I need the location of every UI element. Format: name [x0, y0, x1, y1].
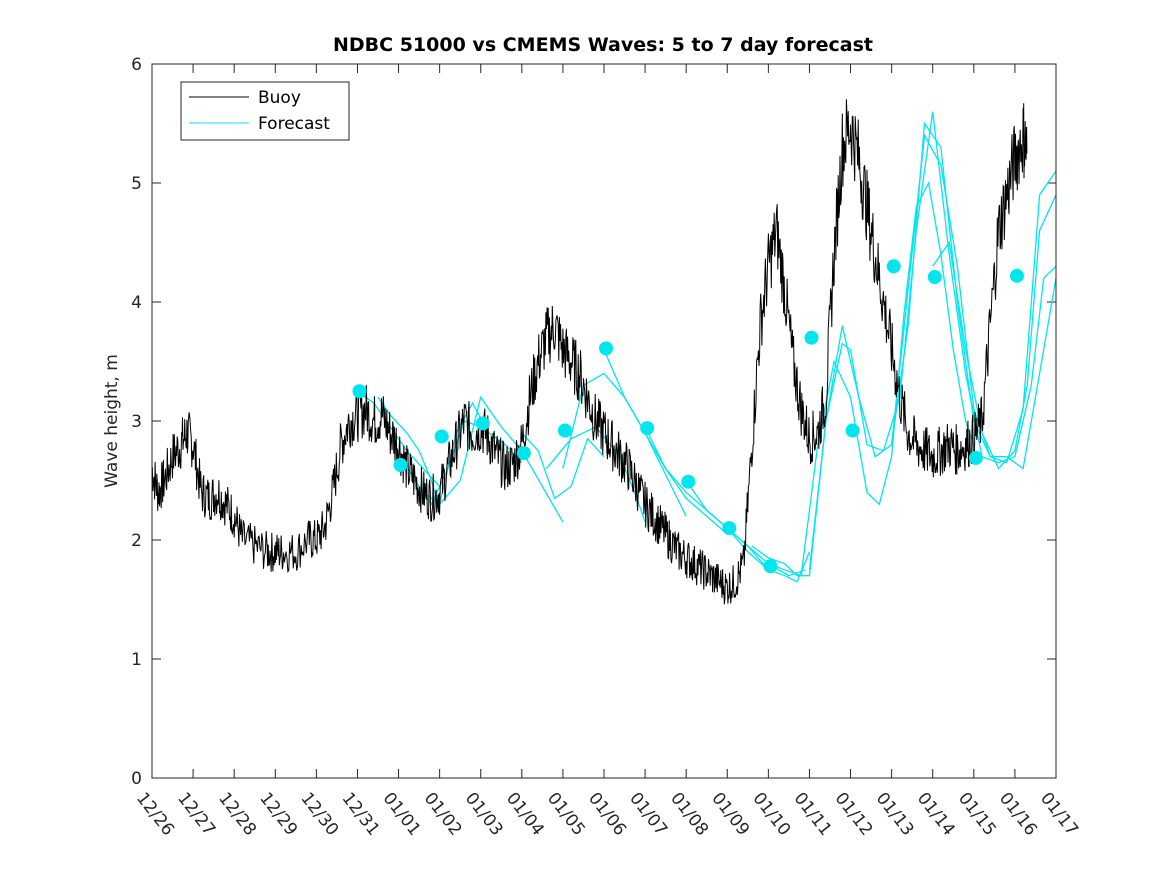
forecast-line — [808, 133, 1057, 570]
forecast-marker — [352, 384, 367, 399]
forecast-marker — [640, 421, 655, 436]
chart-title: NDBC 51000 vs CMEMS Waves: 5 to 7 day fo… — [333, 34, 873, 56]
legend-box — [180, 81, 350, 141]
forecast-marker — [516, 446, 531, 461]
forecast-line — [768, 180, 975, 577]
y-tick-label: 5 — [131, 174, 142, 194]
forecast-marker — [557, 423, 572, 438]
forecast-marker — [599, 341, 614, 356]
y-tick-label: 6 — [131, 55, 142, 75]
legend-buoy-label: Buoy — [258, 88, 301, 108]
forecast-marker — [804, 330, 819, 345]
forecast-marker — [763, 559, 778, 574]
forecast-line — [439, 395, 564, 523]
forecast-marker — [475, 416, 490, 431]
forecast-line — [521, 432, 605, 500]
legend-forecast-label: Forecast — [258, 114, 330, 134]
buoy-line — [151, 99, 1028, 605]
y-tick-label: 0 — [131, 769, 142, 789]
forecast-marker — [886, 259, 901, 274]
forecast-marker — [845, 423, 860, 438]
legend: Buoy Forecast — [180, 81, 350, 141]
forecast-line — [849, 111, 1057, 464]
forecast-marker — [434, 429, 449, 444]
forecast-marker — [393, 458, 408, 473]
y-axis-label: Wave height, m — [102, 354, 122, 488]
forecast-marker — [927, 270, 942, 285]
plot-area: 012345612/2612/2712/2812/2912/3012/3101/… — [131, 55, 1082, 840]
plot-frame-overlay — [151, 63, 1057, 779]
y-tick-label: 3 — [131, 412, 142, 432]
forecast-marker — [968, 450, 983, 465]
forecast-marker — [1009, 268, 1024, 283]
y-tick-label: 4 — [131, 293, 142, 313]
forecast-line — [932, 194, 1057, 470]
forecast-marker — [722, 521, 737, 536]
forecast-line — [751, 342, 851, 577]
y-tick-label: 2 — [131, 531, 142, 551]
forecast-line — [890, 121, 1057, 464]
forecast-line — [357, 390, 441, 487]
y-tick-label: 1 — [131, 650, 142, 670]
forecast-marker — [681, 474, 696, 489]
